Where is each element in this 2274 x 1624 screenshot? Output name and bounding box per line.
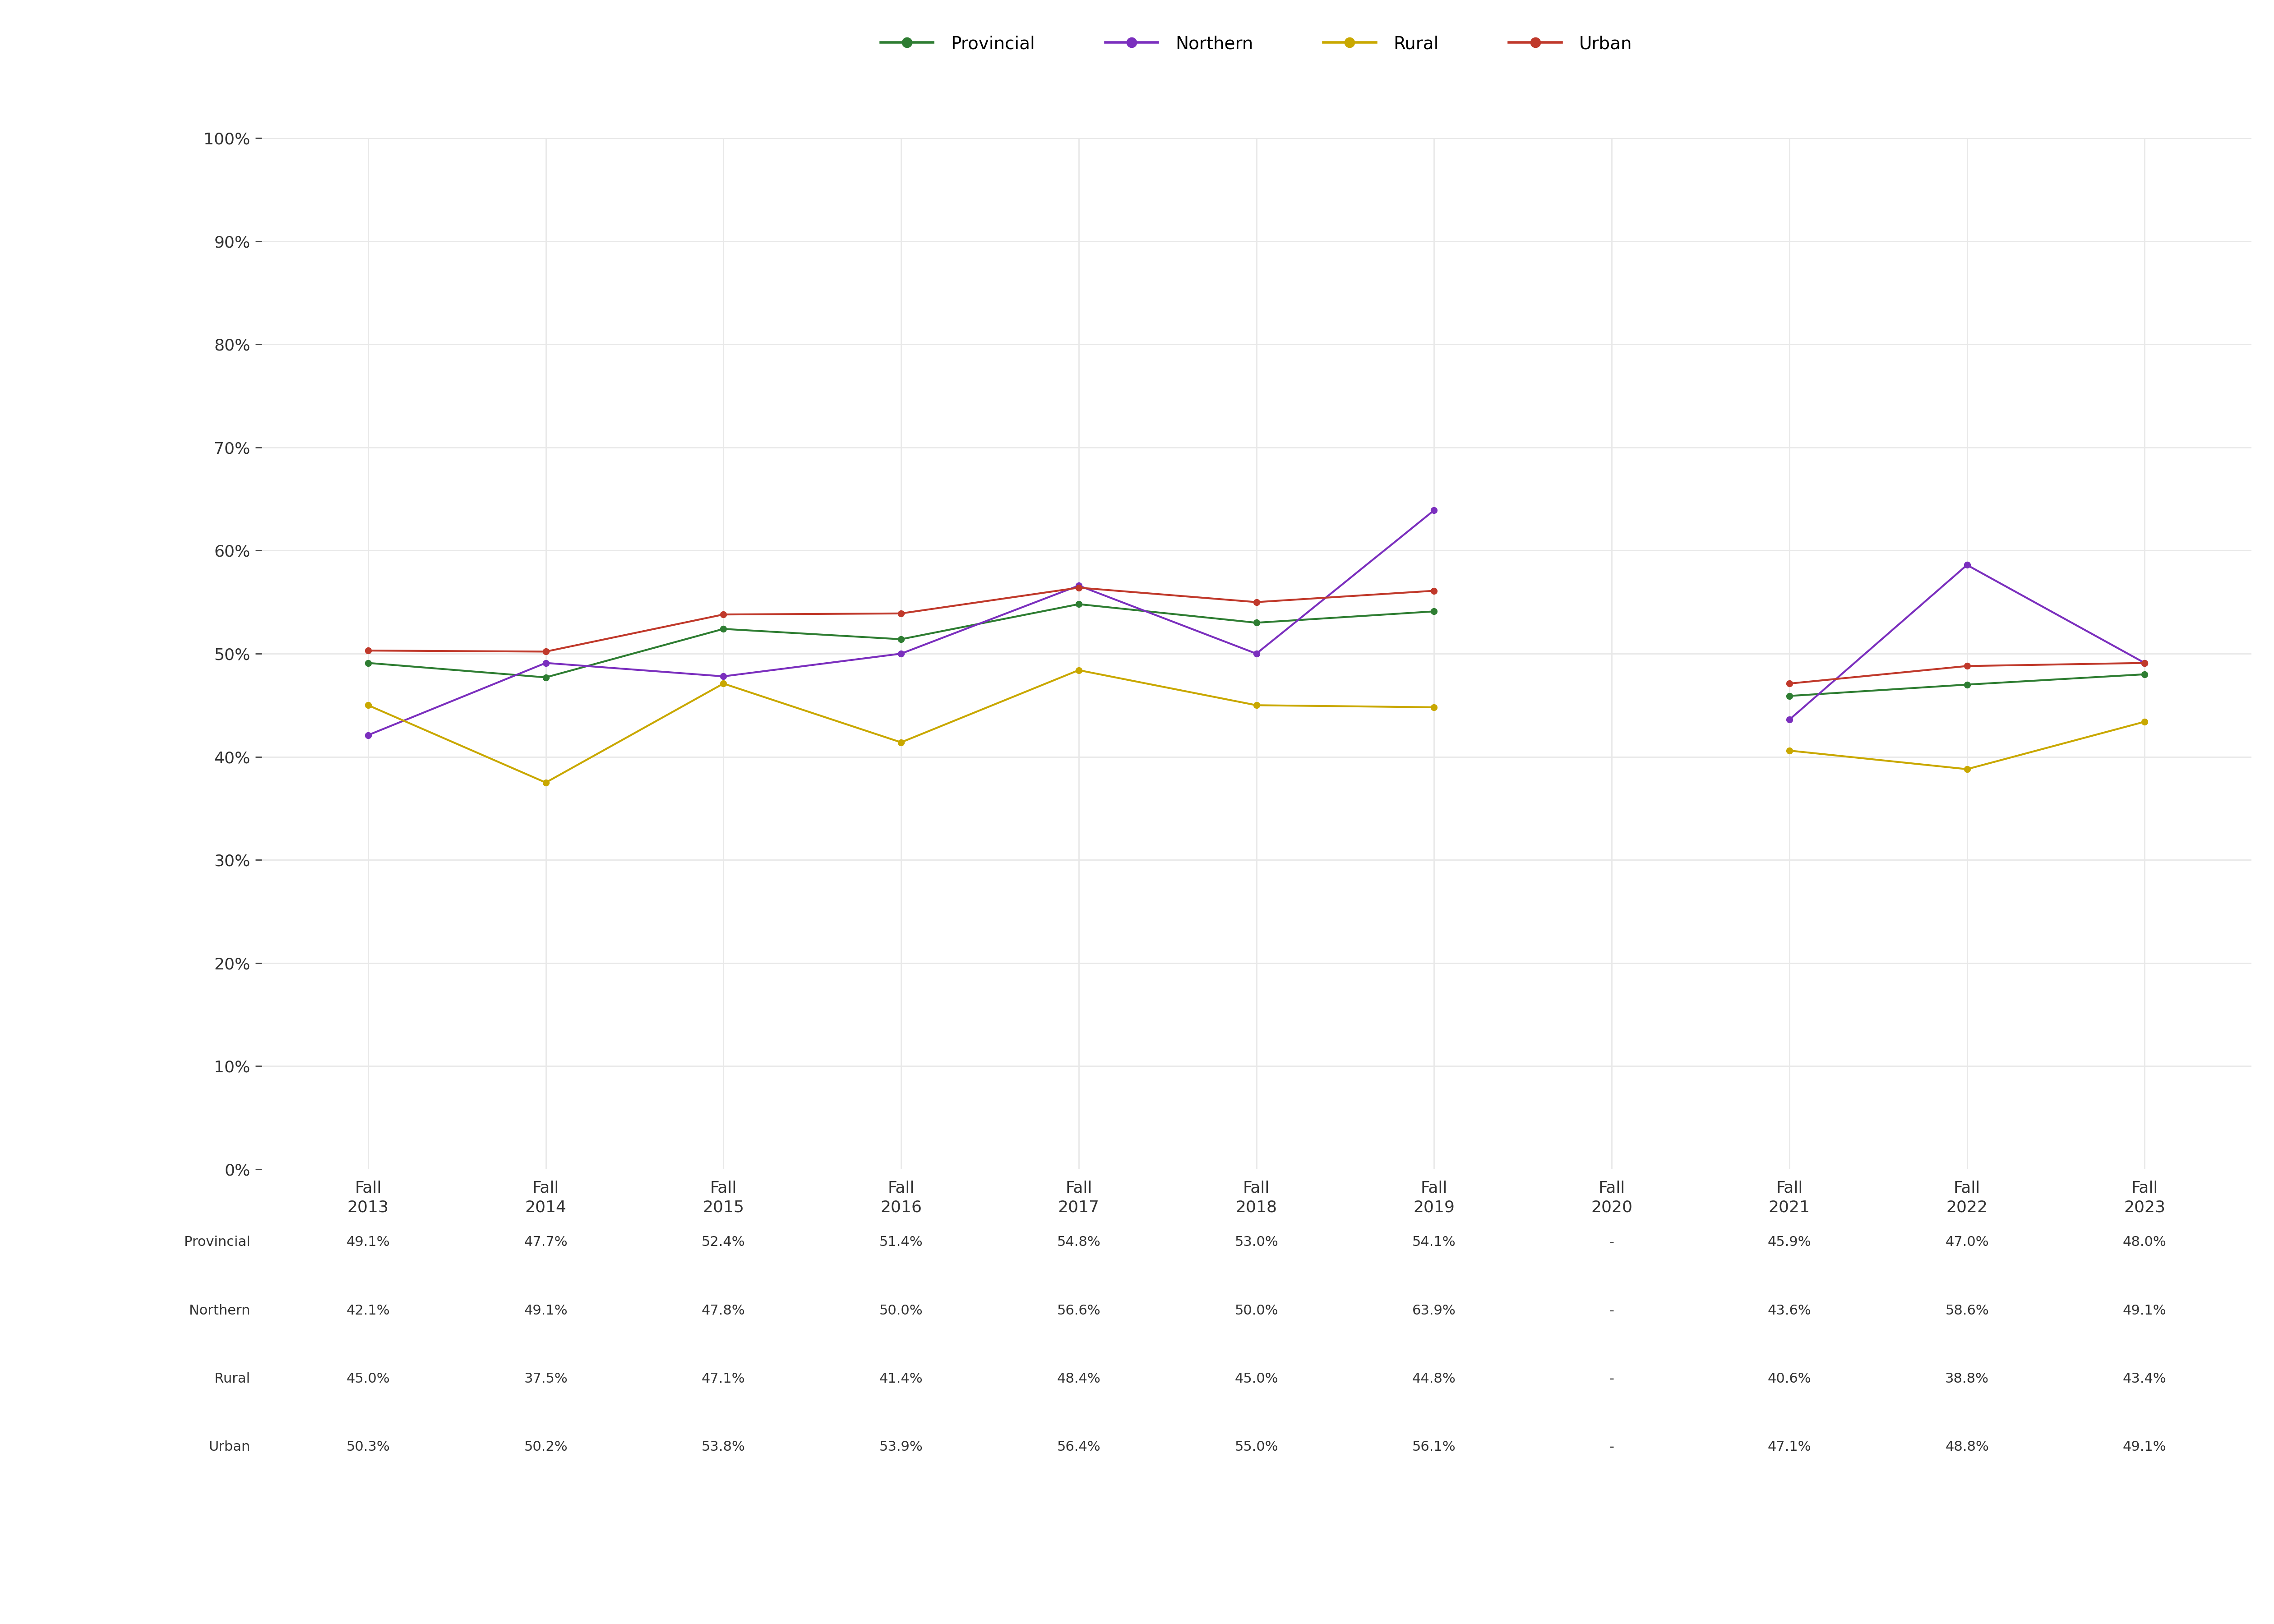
Text: -: - [1610,1236,1615,1249]
Text: 47.0%: 47.0% [1944,1236,1990,1249]
Text: 52.4%: 52.4% [703,1236,746,1249]
Text: 50.3%: 50.3% [346,1440,389,1453]
Text: 47.7%: 47.7% [523,1236,568,1249]
Text: Northern: Northern [189,1304,250,1317]
Text: 58.6%: 58.6% [1944,1304,1990,1317]
Text: 43.4%: 43.4% [2124,1372,2167,1385]
Text: 49.1%: 49.1% [523,1304,568,1317]
Text: 48.4%: 48.4% [1057,1372,1101,1385]
Text: 53.9%: 53.9% [880,1440,923,1453]
Text: 40.6%: 40.6% [1767,1372,1810,1385]
Text: 44.8%: 44.8% [1412,1372,1455,1385]
Text: 47.1%: 47.1% [703,1372,746,1385]
Text: 54.8%: 54.8% [1057,1236,1101,1249]
Text: 37.5%: 37.5% [523,1372,568,1385]
Legend: Provincial, Northern, Rural, Urban: Provincial, Northern, Rural, Urban [873,28,1640,60]
Text: -: - [1610,1372,1615,1385]
Text: 50.0%: 50.0% [1235,1304,1278,1317]
Text: 41.4%: 41.4% [880,1372,923,1385]
Text: 56.6%: 56.6% [1057,1304,1101,1317]
Text: 49.1%: 49.1% [2124,1304,2167,1317]
Text: 53.8%: 53.8% [703,1440,746,1453]
Text: 45.0%: 45.0% [1235,1372,1278,1385]
Text: 53.0%: 53.0% [1235,1236,1278,1249]
Text: 38.8%: 38.8% [1944,1372,1990,1385]
Text: 49.1%: 49.1% [346,1236,389,1249]
Text: Urban: Urban [209,1440,250,1453]
Text: 47.8%: 47.8% [703,1304,746,1317]
Text: 55.0%: 55.0% [1235,1440,1278,1453]
Text: 42.1%: 42.1% [346,1304,389,1317]
Text: Provincial: Provincial [184,1236,250,1249]
Text: 54.1%: 54.1% [1412,1236,1455,1249]
Text: 56.4%: 56.4% [1057,1440,1101,1453]
Text: 45.0%: 45.0% [346,1372,389,1385]
Text: 43.6%: 43.6% [1767,1304,1810,1317]
Text: 49.1%: 49.1% [2124,1440,2167,1453]
Text: Rural: Rural [214,1372,250,1385]
Text: 56.1%: 56.1% [1412,1440,1455,1453]
Text: 51.4%: 51.4% [880,1236,923,1249]
Text: 48.8%: 48.8% [1944,1440,1990,1453]
Text: 63.9%: 63.9% [1412,1304,1455,1317]
Text: -: - [1610,1440,1615,1453]
Text: -: - [1610,1304,1615,1317]
Text: 47.1%: 47.1% [1767,1440,1810,1453]
Text: 50.2%: 50.2% [523,1440,568,1453]
Text: 48.0%: 48.0% [2124,1236,2167,1249]
Text: 45.9%: 45.9% [1767,1236,1810,1249]
Text: 50.0%: 50.0% [880,1304,923,1317]
